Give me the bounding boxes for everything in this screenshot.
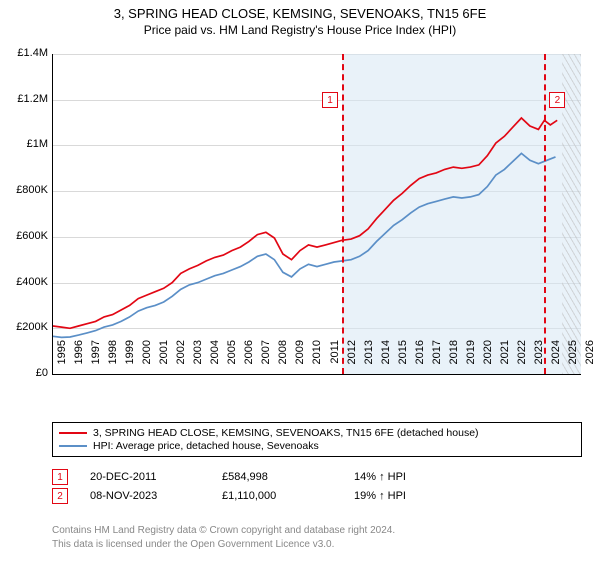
x-tick-label: 2023 [533,340,545,380]
legend-label: 3, SPRING HEAD CLOSE, KEMSING, SEVENOAKS… [93,427,479,439]
y-tick-label: £1.2M [17,93,48,105]
x-tick-label: 2020 [482,340,494,380]
x-tick-label: 2011 [329,340,341,380]
x-tick-label: 2026 [584,340,596,380]
x-tick-label: 1998 [107,340,119,380]
chart-plot-area: 12 [52,54,581,375]
x-tick-label: 2014 [380,340,392,380]
x-tick-label: 2008 [277,340,289,380]
y-tick-label: £200K [16,321,48,333]
sales-row: 1 20-DEC-2011 £584,998 14% ↑ HPI [52,469,406,485]
y-tick-label: £400K [16,276,48,288]
y-tick-label: £800K [16,184,48,196]
x-tick-label: 2021 [499,340,511,380]
legend-row: 3, SPRING HEAD CLOSE, KEMSING, SEVENOAKS… [59,427,575,439]
sales-date: 20-DEC-2011 [90,471,200,483]
chart-title: 3, SPRING HEAD CLOSE, KEMSING, SEVENOAKS… [0,6,600,21]
x-tick-label: 2007 [260,340,272,380]
x-tick-label: 2000 [141,340,153,380]
y-tick-label: £0 [36,367,48,379]
y-tick-label: £1.4M [17,47,48,59]
x-tick-label: 2012 [346,340,358,380]
legend: 3, SPRING HEAD CLOSE, KEMSING, SEVENOAKS… [52,422,582,457]
x-tick-label: 1995 [56,340,68,380]
x-tick-label: 1999 [124,340,136,380]
sale-marker-badge: 2 [549,92,565,108]
x-tick-label: 2022 [516,340,528,380]
chart-subtitle: Price paid vs. HM Land Registry's House … [0,23,600,37]
x-tick-label: 2025 [567,340,579,380]
footer-line2: This data is licensed under the Open Gov… [52,538,395,552]
sales-diff: 19% ↑ HPI [354,490,406,502]
y-tick-label: £1M [27,138,48,150]
series-line [53,153,556,337]
sales-row-badge: 2 [52,488,68,504]
sale-marker-line [544,54,546,374]
x-tick-label: 2005 [226,340,238,380]
sales-row-badge: 1 [52,469,68,485]
legend-row: HPI: Average price, detached house, Seve… [59,440,575,452]
x-tick-label: 2004 [209,340,221,380]
x-tick-label: 2010 [311,340,323,380]
sales-diff: 14% ↑ HPI [354,471,406,483]
sales-date: 08-NOV-2023 [90,490,200,502]
x-tick-label: 2002 [175,340,187,380]
legend-label: HPI: Average price, detached house, Seve… [93,440,319,452]
x-tick-label: 2016 [414,340,426,380]
x-tick-label: 2003 [192,340,204,380]
footer-line1: Contains HM Land Registry data © Crown c… [52,524,395,538]
x-tick-label: 2024 [550,340,562,380]
x-tick-label: 1997 [90,340,102,380]
sales-row: 2 08-NOV-2023 £1,110,000 19% ↑ HPI [52,488,406,504]
x-tick-label: 2018 [448,340,460,380]
sales-price: £1,110,000 [222,490,332,502]
sale-marker-badge: 1 [322,92,338,108]
x-tick-label: 2017 [431,340,443,380]
sale-marker-line [342,54,344,374]
y-tick-label: £600K [16,230,48,242]
legend-swatch [59,445,87,447]
sales-price: £584,998 [222,471,332,483]
x-tick-label: 2013 [363,340,375,380]
x-tick-label: 2006 [243,340,255,380]
sales-table: 1 20-DEC-2011 £584,998 14% ↑ HPI 2 08-NOV-202… [52,466,406,507]
x-tick-label: 2001 [158,340,170,380]
series-line [53,118,557,328]
footer-attribution: Contains HM Land Registry data © Crown c… [52,524,395,551]
x-tick-label: 2015 [397,340,409,380]
x-tick-label: 2009 [294,340,306,380]
legend-swatch [59,432,87,434]
chart-lines [53,54,581,374]
x-tick-label: 2019 [465,340,477,380]
x-tick-label: 1996 [73,340,85,380]
